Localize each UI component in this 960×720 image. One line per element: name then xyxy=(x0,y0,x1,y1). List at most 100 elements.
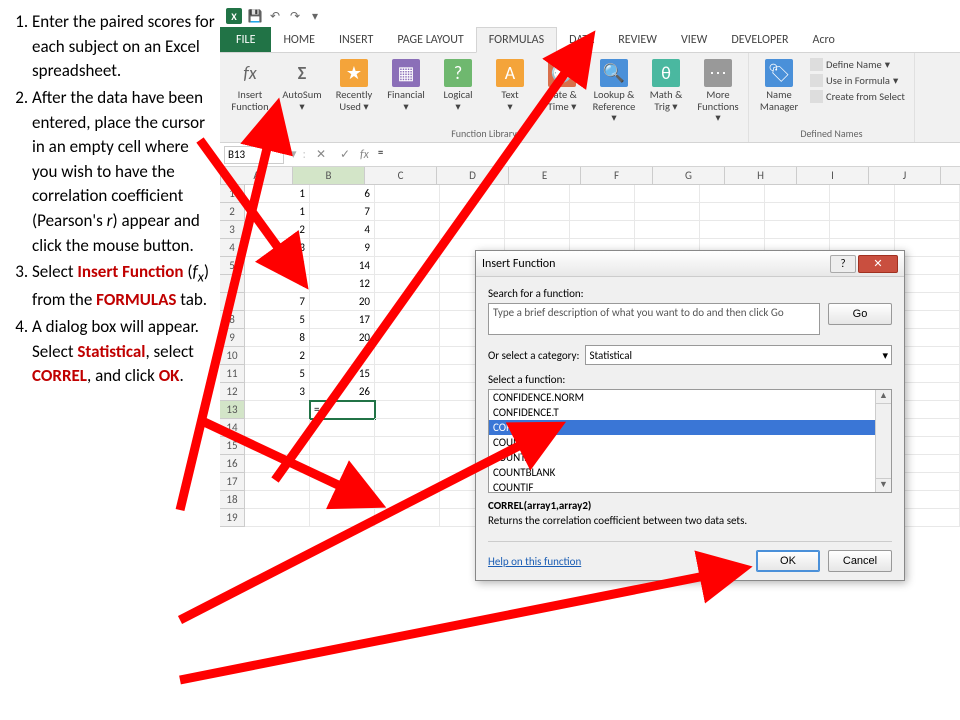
cell-C11[interactable] xyxy=(375,365,440,383)
cell-H3[interactable] xyxy=(700,221,765,239)
ok-button[interactable]: OK xyxy=(756,550,820,572)
recently-used-button[interactable]: ★ RecentlyUsed ▾ xyxy=(330,57,378,125)
cell-B15[interactable] xyxy=(310,437,375,455)
cell-B2[interactable]: 7 xyxy=(310,203,375,221)
column-header-E[interactable]: E xyxy=(509,167,581,185)
tab-home[interactable]: HOME xyxy=(271,27,327,52)
row-header-17[interactable]: 17 xyxy=(220,473,245,491)
tab-insert[interactable]: INSERT xyxy=(327,27,385,52)
row-header-15[interactable]: 15 xyxy=(220,437,245,455)
tab-review[interactable]: REVIEW xyxy=(606,27,669,52)
cell-A5[interactable]: 5 xyxy=(245,257,310,275)
cell-C4[interactable] xyxy=(375,239,440,257)
row-header-13[interactable]: 13 xyxy=(220,401,245,419)
cell-A7[interactable]: 7 xyxy=(245,293,310,311)
dialog-titlebar[interactable]: Insert Function ? ✕ xyxy=(476,251,904,277)
autosum-button[interactable]: Σ AutoSum▾ xyxy=(278,57,326,125)
cell-H1[interactable] xyxy=(700,185,765,203)
row-header-7[interactable]: 7 xyxy=(220,293,245,311)
financial-button[interactable]: ▦ Financial▾ xyxy=(382,57,430,125)
tab-view[interactable]: VIEW xyxy=(669,27,719,52)
cell-B17[interactable] xyxy=(310,473,375,491)
redo-icon[interactable]: ↷ xyxy=(288,9,302,23)
cell-E3[interactable] xyxy=(505,221,570,239)
cell-F3[interactable] xyxy=(570,221,635,239)
cell-C12[interactable] xyxy=(375,383,440,401)
use-in-formula-button[interactable]: Use in Formula ▾ xyxy=(807,73,908,88)
math-trig-button[interactable]: θ Math &Trig ▾ xyxy=(642,57,690,125)
cell-G2[interactable] xyxy=(635,203,700,221)
function-item-counta[interactable]: COUNTA xyxy=(489,450,875,465)
text-button[interactable]: A Text▾ xyxy=(486,57,534,125)
cell-G1[interactable] xyxy=(635,185,700,203)
row-header-2[interactable]: 2 xyxy=(220,203,245,221)
cell-A13[interactable] xyxy=(245,401,310,419)
column-header-H[interactable]: H xyxy=(725,167,797,185)
scroll-up-icon[interactable]: ▲ xyxy=(876,390,891,404)
column-header-A[interactable]: A xyxy=(221,167,293,185)
column-header-I[interactable]: I xyxy=(797,167,869,185)
column-header-C[interactable]: C xyxy=(365,167,437,185)
function-list-scrollbar[interactable]: ▲ ▼ xyxy=(875,390,891,492)
cell-B11[interactable]: 15 xyxy=(310,365,375,383)
cell-C2[interactable] xyxy=(375,203,440,221)
cell-E2[interactable] xyxy=(505,203,570,221)
cell-A18[interactable] xyxy=(245,491,310,509)
cell-B19[interactable] xyxy=(310,509,375,527)
undo-icon[interactable]: ↶ xyxy=(268,9,282,23)
category-select[interactable]: Statistical ▾ xyxy=(585,345,892,365)
cell-B10[interactable]: 7 xyxy=(310,347,375,365)
cell-A17[interactable] xyxy=(245,473,310,491)
cell-A2[interactable]: 1 xyxy=(245,203,310,221)
cell-C14[interactable] xyxy=(375,419,440,437)
row-header-18[interactable]: 18 xyxy=(220,491,245,509)
function-item-confidence-norm[interactable]: CONFIDENCE.NORM xyxy=(489,390,875,405)
cell-A4[interactable]: 3 xyxy=(245,239,310,257)
cell-D1[interactable] xyxy=(440,185,505,203)
cell-A19[interactable] xyxy=(245,509,310,527)
function-item-count[interactable]: COUNT xyxy=(489,435,875,450)
tab-developer[interactable]: DEVELOPER xyxy=(719,27,800,52)
row-header-10[interactable]: 10 xyxy=(220,347,245,365)
cell-C15[interactable] xyxy=(375,437,440,455)
cell-D3[interactable] xyxy=(440,221,505,239)
cell-F1[interactable] xyxy=(570,185,635,203)
cell-A12[interactable]: 3 xyxy=(245,383,310,401)
column-header-B[interactable]: B xyxy=(293,167,365,185)
cell-A6[interactable]: 4 xyxy=(245,275,310,293)
tab-formulas[interactable]: FORMULAS xyxy=(476,27,557,53)
create-from-selection-button[interactable]: Create from Select xyxy=(807,89,908,104)
column-header-D[interactable]: D xyxy=(437,167,509,185)
scroll-down-icon[interactable]: ▼ xyxy=(876,478,891,492)
cell-K1[interactable] xyxy=(895,185,960,203)
tab-acrobat[interactable]: Acro xyxy=(801,27,847,52)
row-header-8[interactable]: 8 xyxy=(220,311,245,329)
cancel-button[interactable]: Cancel xyxy=(828,550,892,572)
cell-F2[interactable] xyxy=(570,203,635,221)
row-header-11[interactable]: 11 xyxy=(220,365,245,383)
cell-C19[interactable] xyxy=(375,509,440,527)
more-functions-button[interactable]: ⋯ MoreFunctions ▾ xyxy=(694,57,742,125)
cell-B3[interactable]: 4 xyxy=(310,221,375,239)
cell-A14[interactable] xyxy=(245,419,310,437)
tab-data[interactable]: DATA xyxy=(557,27,606,52)
help-link[interactable]: Help on this function xyxy=(488,555,748,568)
cell-C8[interactable] xyxy=(375,311,440,329)
cell-J2[interactable] xyxy=(830,203,895,221)
cell-J1[interactable] xyxy=(830,185,895,203)
function-item-correl[interactable]: CORREL xyxy=(489,420,875,435)
row-header-16[interactable]: 16 xyxy=(220,455,245,473)
row-header-6[interactable]: 6 xyxy=(220,275,245,293)
function-item-countif[interactable]: COUNTIF xyxy=(489,480,875,493)
row-header-5[interactable]: 5 xyxy=(220,257,245,275)
cell-B6[interactable]: 12 xyxy=(310,275,375,293)
name-box-dd-icon[interactable]: ▾ xyxy=(290,147,297,162)
define-name-button[interactable]: Define Name ▾ xyxy=(807,57,908,72)
fx-icon-formulabar[interactable]: fx xyxy=(360,148,369,162)
cell-I3[interactable] xyxy=(765,221,830,239)
row-header-12[interactable]: 12 xyxy=(220,383,245,401)
cell-H2[interactable] xyxy=(700,203,765,221)
logical-button[interactable]: ? Logical▾ xyxy=(434,57,482,125)
function-item-countblank[interactable]: COUNTBLANK xyxy=(489,465,875,480)
cell-J3[interactable] xyxy=(830,221,895,239)
